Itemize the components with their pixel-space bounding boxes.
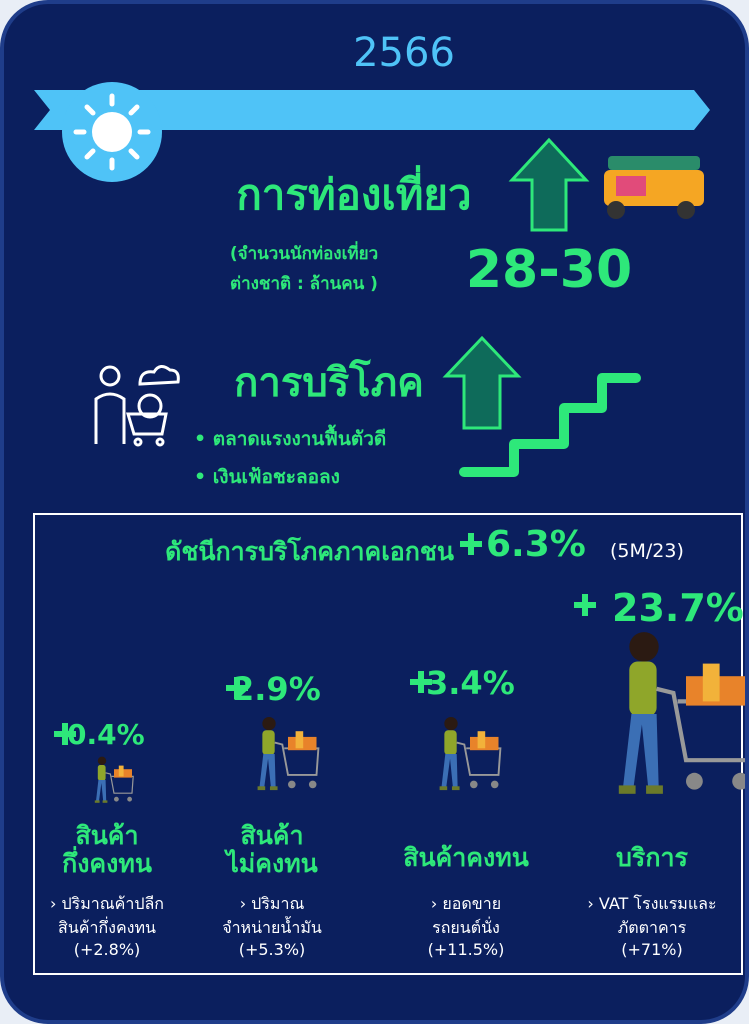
item-note: รถยนต์นั่ง	[371, 916, 561, 941]
item-note: › ปริมาณค้าปลีก	[50, 894, 164, 913]
item-note: (+2.8%)	[12, 940, 202, 959]
item-note-text: (+5.3%)	[238, 940, 306, 959]
index-title: ดัชนีการบริโภคภาคเอกชน	[165, 537, 454, 566]
item-note: (+11.5%)	[371, 940, 561, 959]
item-note-text: VAT โรงแรมและ	[598, 894, 717, 913]
bullet-text: เงินเฟ้อชะลอลง	[212, 466, 340, 488]
item-note-text: รถยนต์นั่ง	[432, 918, 500, 937]
item-change: 0.4%	[67, 718, 145, 751]
item-note-text: ภัตตาคาร	[617, 918, 687, 937]
item-name: สินค้าคงทน	[403, 843, 529, 872]
item-note-text: ปริมาณ	[251, 894, 305, 913]
tourism-note: ต่างชาติ : ล้านคน )	[230, 274, 378, 294]
item-name: บริการ	[616, 843, 688, 872]
item-note-text: (+11.5%)	[427, 940, 505, 959]
bullet: • ตลาดแรงงานฟื้นตัวดี	[194, 428, 387, 450]
item-note-text: ปริมาณค้าปลีก	[61, 894, 164, 913]
item-note: › VAT โรงแรมและ	[587, 894, 717, 913]
item-note-text: สินค้ากึ่งคงทน	[58, 918, 156, 937]
item-note: › ยอดขาย	[430, 894, 502, 913]
item-note: ภัตตาคาร	[557, 916, 745, 941]
item-note: (+5.3%)	[177, 940, 367, 959]
stairs	[459, 373, 641, 477]
tourism-title: การท่องเที่ยว	[236, 170, 472, 219]
decor	[33, 82, 749, 975]
item-note: › ปริมาณ	[239, 894, 305, 913]
item-note-text: (+71%)	[621, 940, 683, 959]
consumption-title: การบริโภค	[234, 360, 424, 406]
item-note: จำหน่ายน้ำมัน	[177, 916, 367, 941]
shopper	[256, 716, 320, 792]
up-arrow	[442, 335, 522, 430]
item-name: สินค้า	[75, 821, 139, 850]
item-name: สินค้า	[240, 821, 304, 850]
item-change: 23.7%	[612, 586, 744, 630]
ribbon	[34, 90, 710, 130]
index-change: 6.3%	[486, 524, 586, 565]
item-note-text: (+2.8%)	[73, 940, 141, 959]
bullet-text: ตลาดแรงงานฟื้นตัวดี	[212, 428, 387, 450]
item-note-text: ยอดขาย	[442, 894, 502, 913]
tourist-value: 28-30	[465, 240, 633, 300]
index-box	[33, 513, 743, 975]
index-period: (5M/23)	[610, 540, 684, 562]
bullet: • เงินเฟ้อชะลอลง	[194, 466, 340, 488]
consumer-icon	[94, 365, 180, 447]
item-note-text: จำหน่ายน้ำมัน	[222, 918, 322, 937]
tourism-note: (จำนวนนักท่องเที่ยว	[229, 244, 379, 264]
item-change: 3.4%	[426, 664, 515, 702]
tuk-tuk	[604, 156, 704, 219]
up-arrow	[508, 137, 590, 232]
item-change: 2.9%	[232, 670, 321, 708]
item-name: ไม่คงทน	[226, 849, 318, 878]
shopper	[94, 755, 134, 804]
shopper	[619, 632, 749, 794]
plus-icons	[54, 533, 596, 745]
item-note: สินค้ากึ่งคงทน	[12, 916, 202, 941]
shopper	[438, 716, 502, 792]
year: 2566	[353, 30, 455, 76]
item-name: กึ่งคงทน	[62, 849, 152, 878]
item-note: (+71%)	[557, 940, 745, 959]
